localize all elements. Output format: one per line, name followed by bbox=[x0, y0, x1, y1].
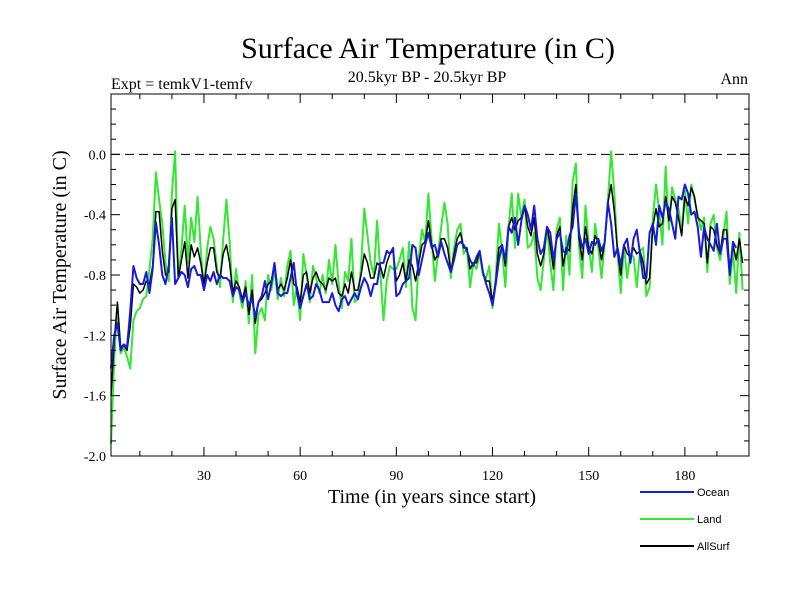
y-tick-label: -0.4 bbox=[84, 209, 106, 224]
season-label: Ann bbox=[720, 71, 748, 88]
series-line-allsurf bbox=[110, 183, 744, 396]
x-tick-label: 30 bbox=[197, 469, 211, 484]
y-tick-label: -1.6 bbox=[84, 390, 106, 405]
axis-layer: 30 60 90 120 150 180 -2.0 -1.6 -1.2 -0.8 -0.4 0.0 bbox=[84, 93, 749, 484]
y-tick-label: -1.2 bbox=[84, 329, 106, 344]
legend-label-land: Land bbox=[697, 514, 721, 526]
x-tick-label: 180 bbox=[674, 469, 695, 484]
series-layer bbox=[110, 150, 749, 444]
legend: Ocean Land AllSurf bbox=[640, 487, 730, 553]
series-line-land bbox=[110, 150, 744, 444]
x-tick-label: 60 bbox=[293, 469, 307, 484]
x-axis-title: Time (in years since start) bbox=[328, 486, 536, 508]
legend-label-allsurf: AllSurf bbox=[697, 541, 730, 553]
experiment-label: Expt = temkV1-temfv bbox=[111, 76, 252, 93]
y-tick-label: -0.8 bbox=[84, 269, 106, 284]
series-line-ocean bbox=[110, 183, 738, 369]
x-tick-label: 120 bbox=[482, 469, 503, 484]
chart-title: Surface Air Temperature (in C) bbox=[241, 32, 615, 65]
y-axis-title: Surface Air Temperature (in C) bbox=[49, 150, 71, 399]
x-tick-label: 150 bbox=[578, 469, 599, 484]
legend-label-ocean: Ocean bbox=[697, 487, 729, 499]
plot-frame bbox=[110, 93, 750, 457]
period-label: 20.5kyr BP - 20.5kyr BP bbox=[348, 69, 507, 86]
y-tick-label: -2.0 bbox=[84, 450, 106, 465]
x-tick-label: 90 bbox=[389, 469, 403, 484]
y-tick-label: 0.0 bbox=[89, 148, 107, 163]
